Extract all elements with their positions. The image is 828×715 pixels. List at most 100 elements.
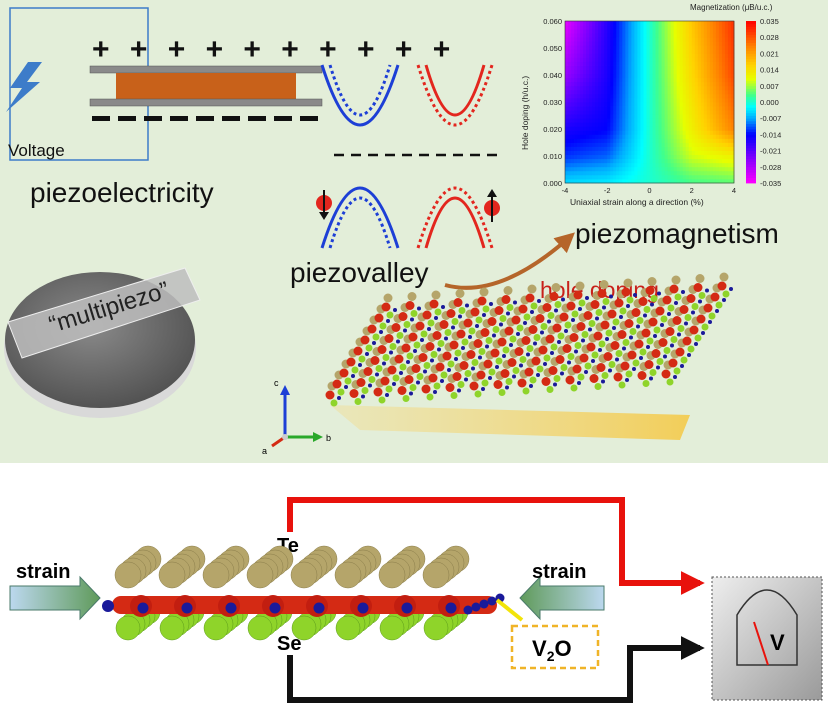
- heatmap-cell: [634, 158, 638, 164]
- v-atom: [555, 355, 565, 364]
- o-atom: [410, 317, 414, 322]
- heatmap-cell: [583, 106, 587, 111]
- heatmap-cell: [727, 138, 732, 143]
- heatmap-cell: [577, 49, 581, 54]
- heatmap-cell: [646, 85, 650, 91]
- heatmap-cell: [655, 97, 659, 103]
- heatmap-cell: [568, 77, 572, 83]
- heatmap-cell: [595, 122, 599, 127]
- o-atom: [705, 288, 709, 293]
- heatmap-cell: [712, 118, 717, 123]
- heatmap-cell: [694, 49, 699, 54]
- heatmap-cell: [652, 61, 656, 66]
- heatmap-cell: [580, 102, 584, 107]
- o-atom: [457, 388, 461, 393]
- heatmap-cell: [676, 73, 681, 79]
- heatmap-cell: [586, 41, 590, 46]
- heatmap-cell: [700, 21, 705, 26]
- heatmap-cell: [652, 73, 656, 79]
- heatmap-cell: [580, 178, 584, 184]
- heatmap-cell: [643, 29, 647, 34]
- heatmap-cell: [577, 166, 581, 172]
- heatmap-cell: [667, 138, 672, 143]
- o-atom: [547, 319, 551, 324]
- colorbar-segment: [746, 75, 756, 79]
- heatmap-cell: [631, 81, 635, 87]
- heatmap-cell: [628, 93, 632, 99]
- heatmap-cell: [691, 154, 696, 160]
- se-atom: [351, 366, 359, 374]
- heatmap-cell: [703, 178, 708, 184]
- heatmap-cell: [640, 33, 644, 38]
- heatmap-cell: [682, 93, 687, 99]
- heatmap-cell: [646, 45, 650, 50]
- heatmap-cell: [583, 93, 587, 99]
- heatmap-cell: [691, 85, 696, 91]
- heatmap-cell: [604, 85, 608, 91]
- heatmap-cell: [670, 110, 675, 115]
- heatmap-cell: [628, 134, 632, 139]
- piezo-slab: [116, 73, 296, 99]
- heatmap-cell: [685, 73, 690, 79]
- o-atom: [615, 357, 619, 362]
- heatmap-cell: [700, 89, 705, 95]
- heatmap-cell: [661, 69, 665, 75]
- heatmap-cell: [664, 29, 669, 34]
- heatmap-cell: [616, 73, 620, 79]
- heatmap-cell: [640, 138, 644, 143]
- se-atom: [605, 329, 613, 337]
- heatmap-cell: [661, 97, 665, 103]
- heatmap-cell: [601, 81, 605, 87]
- heatmap-cell: [721, 93, 726, 99]
- o-atom: [601, 379, 605, 384]
- heatmap-cell: [616, 138, 620, 143]
- v-atom: [603, 352, 613, 361]
- heatmap-cell: [634, 106, 638, 111]
- heatmap-cell: [724, 85, 729, 91]
- heatmap-cell: [619, 73, 623, 79]
- heatmap-cell: [589, 118, 593, 123]
- heatmap-cell: [607, 170, 611, 176]
- heatmap-cell: [730, 93, 735, 99]
- heatmap-cell: [610, 57, 614, 62]
- heatmap-cell: [643, 138, 647, 143]
- heatmap-cell: [694, 174, 699, 180]
- colorbar-tick-label: -0.007: [760, 114, 781, 123]
- heatmap-cell: [622, 57, 626, 62]
- heatmap-cell: [703, 93, 708, 99]
- heatmap-cell: [655, 81, 659, 87]
- se-atom: [402, 395, 410, 402]
- v-atom: [645, 286, 655, 295]
- o-atom: [554, 308, 558, 313]
- heatmap-cell: [649, 77, 653, 83]
- se-atom: [389, 343, 397, 350]
- heatmap-cell: [601, 33, 605, 38]
- heatmap-cell: [694, 93, 699, 99]
- colorbar-segment: [746, 177, 756, 181]
- heatmap-cell: [640, 114, 644, 119]
- heatmap-cell: [697, 142, 702, 147]
- se-atom: [434, 308, 442, 316]
- heatmap-cell: [697, 178, 702, 184]
- heatmap-cell: [601, 162, 605, 168]
- heatmap-cell: [622, 65, 626, 70]
- heatmap-cell: [715, 166, 720, 172]
- heatmap-cell: [595, 130, 599, 135]
- heatmap-cell: [700, 110, 705, 115]
- heatmap-cell: [598, 130, 602, 135]
- heatmap-cell: [625, 97, 629, 103]
- heatmap-cell: [625, 85, 629, 91]
- heatmap-cell: [592, 89, 596, 95]
- heatmap-cell: [571, 25, 575, 30]
- heatmap-cell: [661, 162, 665, 168]
- heatmap-cell: [571, 41, 575, 46]
- heatmap-cell: [568, 110, 572, 115]
- v-atom: [469, 381, 479, 391]
- heatmap-cell: [718, 85, 723, 91]
- heatmap-cell: [628, 114, 632, 119]
- heatmap-cell: [640, 122, 644, 127]
- heatmap-cell: [673, 138, 678, 143]
- v-atom: [421, 384, 431, 394]
- se-atom: [687, 345, 695, 353]
- se-atom: [523, 313, 531, 321]
